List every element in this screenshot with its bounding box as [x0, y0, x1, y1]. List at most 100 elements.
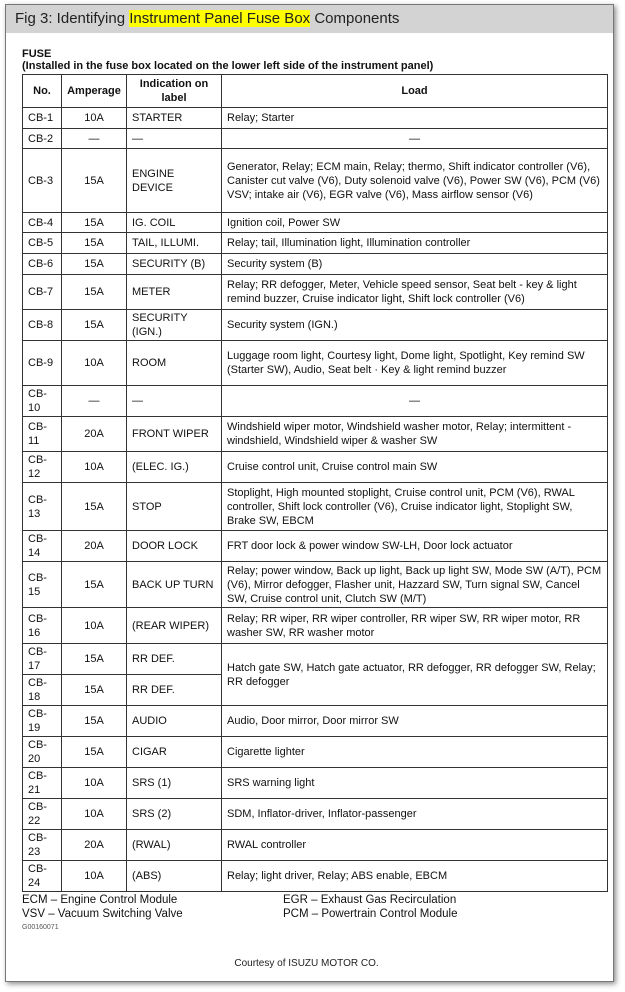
- cell-amperage: 10A: [61, 451, 127, 483]
- figure-content: FUSE (Installed in the fuse box located …: [6, 33, 613, 981]
- table-row: CB-21 10A SRS (1) SRS warning light: [22, 767, 608, 799]
- table-row: CB-13 15A STOP Stoplight, High mounted stop…: [22, 482, 608, 531]
- cell-load: Windshield wiper motor, Windshield washe…: [221, 416, 608, 452]
- cell-load: Cruise control unit, Cruise control main…: [221, 451, 608, 483]
- cell-load: Relay; RR wiper, RR wiper controller, RR…: [221, 607, 608, 644]
- cell-indication: BACK UP TURN: [126, 561, 222, 608]
- table-row: CB-18 15A RR DEF.: [22, 674, 608, 706]
- cell-indication: METER: [126, 274, 222, 310]
- table-row: CB-10— — —: [22, 385, 608, 417]
- cell-amperage: 15A: [61, 212, 127, 233]
- cell-amperage: 20A: [61, 530, 127, 562]
- cell-indication: (ABS): [126, 860, 222, 892]
- cell-no: CB-6: [22, 253, 62, 275]
- title-suffix: Components: [310, 10, 400, 27]
- table-row: CB-23 20A (RWAL) RWAL controller: [22, 829, 608, 861]
- cell-no: CB-14: [22, 530, 62, 562]
- cell-no: CB-4: [22, 212, 62, 233]
- cell-amperage: 15A: [61, 674, 127, 706]
- cell-no: CB-10: [22, 385, 62, 417]
- header-load: Load: [221, 74, 608, 108]
- cell-no: CB-5: [22, 232, 62, 254]
- cell-indication: DOOR LOCK: [126, 530, 222, 562]
- cell-load: —: [221, 385, 608, 417]
- figure-frame: Fig 3: Identifying Instrument Panel Fuse…: [5, 4, 614, 982]
- cell-amperage: 15A: [61, 148, 127, 213]
- cell-indication: ENGINE DEVICE: [126, 148, 222, 213]
- table-row: CB-11 20A FRONT WIPER Windshield wiper moto…: [22, 416, 608, 452]
- cell-load: Relay; light driver, Relay; ABS enable, …: [221, 860, 608, 892]
- cell-amperage: 15A: [61, 643, 127, 675]
- cell-no: CB-8: [22, 309, 62, 341]
- cell-amperage: 15A: [61, 232, 127, 254]
- cell-indication: SRS (1): [126, 767, 222, 799]
- cell-indication: SECURITY (B): [126, 253, 222, 275]
- cell-indication: STARTER: [126, 107, 222, 129]
- header-indication: Indication on label: [126, 74, 222, 108]
- cell-indication: SECURITY (IGN.): [126, 309, 222, 341]
- cell-indication: RR DEF.: [126, 643, 222, 675]
- title-bar: Fig 3: Identifying Instrument Panel Fuse…: [6, 5, 613, 33]
- cell-no: CB-23: [22, 829, 62, 861]
- table-body: CB-1 10A STARTER Relay; Starter CB-2— — — CB-3 1…: [22, 107, 608, 892]
- header-no: No.: [22, 74, 62, 108]
- cell-load: Security system (IGN.): [221, 309, 608, 341]
- cell-no: CB-2: [22, 128, 62, 149]
- cell-no: CB-24: [22, 860, 62, 892]
- cell-amperage: 15A: [61, 705, 127, 737]
- cell-no: CB-12: [22, 451, 62, 483]
- cell-amperage: 10A: [61, 107, 127, 129]
- table-row: CB-9 10A ROOM Luggage room light, Courtesy …: [22, 340, 608, 386]
- table-row: CB-20 15A CIGAR Cigarette lighter: [22, 736, 608, 768]
- cell-load: RWAL controller: [221, 829, 608, 861]
- cell-load: Hatch gate SW, Hatch gate actuator, RR d…: [221, 643, 608, 706]
- cell-amperage: 10A: [61, 340, 127, 386]
- cell-no: CB-15: [22, 561, 62, 608]
- fuse-table: No. Amperage Indication on label Load CB…: [22, 74, 608, 892]
- cell-load: Stoplight, High mounted stoplight, Cruis…: [221, 482, 608, 531]
- cell-amperage: 15A: [61, 482, 127, 531]
- cell-no: CB-13: [22, 482, 62, 531]
- table-row: CB-22 10A SRS (2) SDM, Inflator-driver, Inf…: [22, 798, 608, 830]
- table-row: CB-15 15A BACK UP TURN Relay; power window,…: [22, 561, 608, 608]
- cell-amperage: 15A: [61, 561, 127, 608]
- table-row: CB-2— — —: [22, 128, 608, 149]
- table-row: CB-7 15A METER Relay; RR defogger, Meter, V…: [22, 274, 608, 310]
- footnote-egr: EGR – Exhaust Gas Recirculation: [283, 894, 457, 906]
- cell-no: CB-17: [22, 643, 62, 675]
- table-row: CB-4 15A IG. COIL Ignition coil, Power SW: [22, 212, 608, 233]
- cell-amperage: 20A: [61, 416, 127, 452]
- cell-indication: IG. COIL: [126, 212, 222, 233]
- table-row: CB-14 20A DOOR LOCK FRT door lock & power w…: [22, 530, 608, 562]
- figure-title: Fig 3: Identifying Instrument Panel Fuse…: [15, 10, 399, 27]
- cell-indication: AUDIO: [126, 705, 222, 737]
- cell-load: SRS warning light: [221, 767, 608, 799]
- cell-indication: RR DEF.: [126, 674, 222, 706]
- cell-amperage: —: [61, 385, 127, 417]
- cell-no: CB-21: [22, 767, 62, 799]
- cell-amperage: —: [61, 128, 127, 149]
- cell-no: CB-16: [22, 607, 62, 644]
- cell-no: CB-18: [22, 674, 62, 706]
- cell-no: CB-1: [22, 107, 62, 129]
- cell-load: Relay; tail, Illumination light, Illumin…: [221, 232, 608, 254]
- title-prefix: Fig 3: Identifying: [15, 10, 130, 27]
- table-row: CB-24 10A (ABS) Relay; light driver, Relay;…: [22, 860, 608, 892]
- table-row: CB-17 15A RR DEF. Hatch gate SW, Hatch gate…: [22, 643, 608, 706]
- cell-indication: FRONT WIPER: [126, 416, 222, 452]
- cell-amperage: 15A: [61, 253, 127, 275]
- table-row: CB-19 15A AUDIO Audio, Door mirror, Door mi…: [22, 705, 608, 737]
- cell-load: FRT door lock & power window SW-LH, Door…: [221, 530, 608, 562]
- cell-indication: ROOM: [126, 340, 222, 386]
- figure-code: G00160071: [22, 924, 59, 931]
- footnote-vsv: VSV – Vacuum Switching Valve: [22, 908, 183, 920]
- fuse-heading: FUSE: [22, 48, 52, 60]
- table-row: CB-12 10A (ELEC. IG.) Cruise control unit, …: [22, 451, 608, 483]
- cell-amperage: 10A: [61, 767, 127, 799]
- table-row: CB-1 10A STARTER Relay; Starter: [22, 107, 608, 129]
- cell-load: Relay; RR defogger, Meter, Vehicle speed…: [221, 274, 608, 310]
- cell-indication: TAIL, ILLUMI.: [126, 232, 222, 254]
- cell-indication: CIGAR: [126, 736, 222, 768]
- courtesy-credit: Courtesy of ISUZU MOTOR CO.: [234, 958, 379, 969]
- title-highlight: Instrument Panel Fuse Box: [129, 10, 311, 27]
